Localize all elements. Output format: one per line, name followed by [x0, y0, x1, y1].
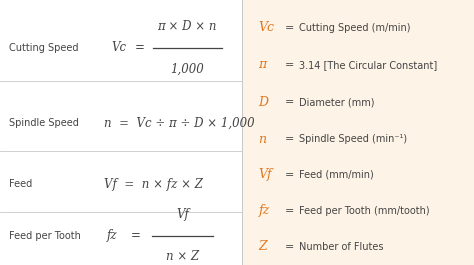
- Text: =: =: [130, 229, 140, 242]
- Text: fz: fz: [107, 229, 117, 242]
- Text: =: =: [135, 41, 145, 54]
- Text: Vc: Vc: [258, 21, 274, 34]
- Text: =: =: [284, 97, 294, 107]
- Text: π × D × n: π × D × n: [157, 20, 217, 33]
- Text: fz: fz: [258, 204, 270, 217]
- Text: Cutting Speed (m/min): Cutting Speed (m/min): [299, 23, 410, 33]
- Text: =: =: [284, 134, 294, 144]
- Text: =: =: [284, 23, 294, 33]
- Text: Number of Flutes: Number of Flutes: [299, 242, 383, 252]
- Text: =: =: [284, 242, 294, 252]
- Text: Feed per Tooth (mm/tooth): Feed per Tooth (mm/tooth): [299, 206, 429, 216]
- Text: Cutting Speed: Cutting Speed: [9, 43, 79, 53]
- Text: Diameter (mm): Diameter (mm): [299, 97, 374, 107]
- Text: Feed (mm/min): Feed (mm/min): [299, 170, 374, 180]
- Text: D: D: [258, 95, 268, 109]
- Text: π: π: [258, 58, 266, 72]
- Text: =: =: [284, 170, 294, 180]
- Text: =: =: [284, 60, 294, 70]
- Text: Spindle Speed: Spindle Speed: [9, 118, 79, 128]
- Bar: [242, 0, 474, 265]
- Text: Vf: Vf: [176, 208, 189, 221]
- Text: 3.14 [The Circular Constant]: 3.14 [The Circular Constant]: [299, 60, 437, 70]
- Text: Vc: Vc: [111, 41, 127, 54]
- Text: Vf: Vf: [258, 168, 272, 182]
- Text: =: =: [284, 206, 294, 216]
- Text: Vf  =  n × fz × Z: Vf = n × fz × Z: [104, 178, 203, 191]
- Text: 1,000: 1,000: [170, 62, 204, 75]
- Text: Z: Z: [258, 240, 267, 254]
- Text: Feed: Feed: [9, 179, 33, 189]
- Text: n  =  Vc ÷ π ÷ D × 1,000: n = Vc ÷ π ÷ D × 1,000: [104, 117, 255, 130]
- Text: Spindle Speed (min⁻¹): Spindle Speed (min⁻¹): [299, 134, 407, 144]
- Text: Feed per Tooth: Feed per Tooth: [9, 231, 82, 241]
- Text: n: n: [258, 132, 266, 146]
- Text: n × Z: n × Z: [166, 250, 199, 263]
